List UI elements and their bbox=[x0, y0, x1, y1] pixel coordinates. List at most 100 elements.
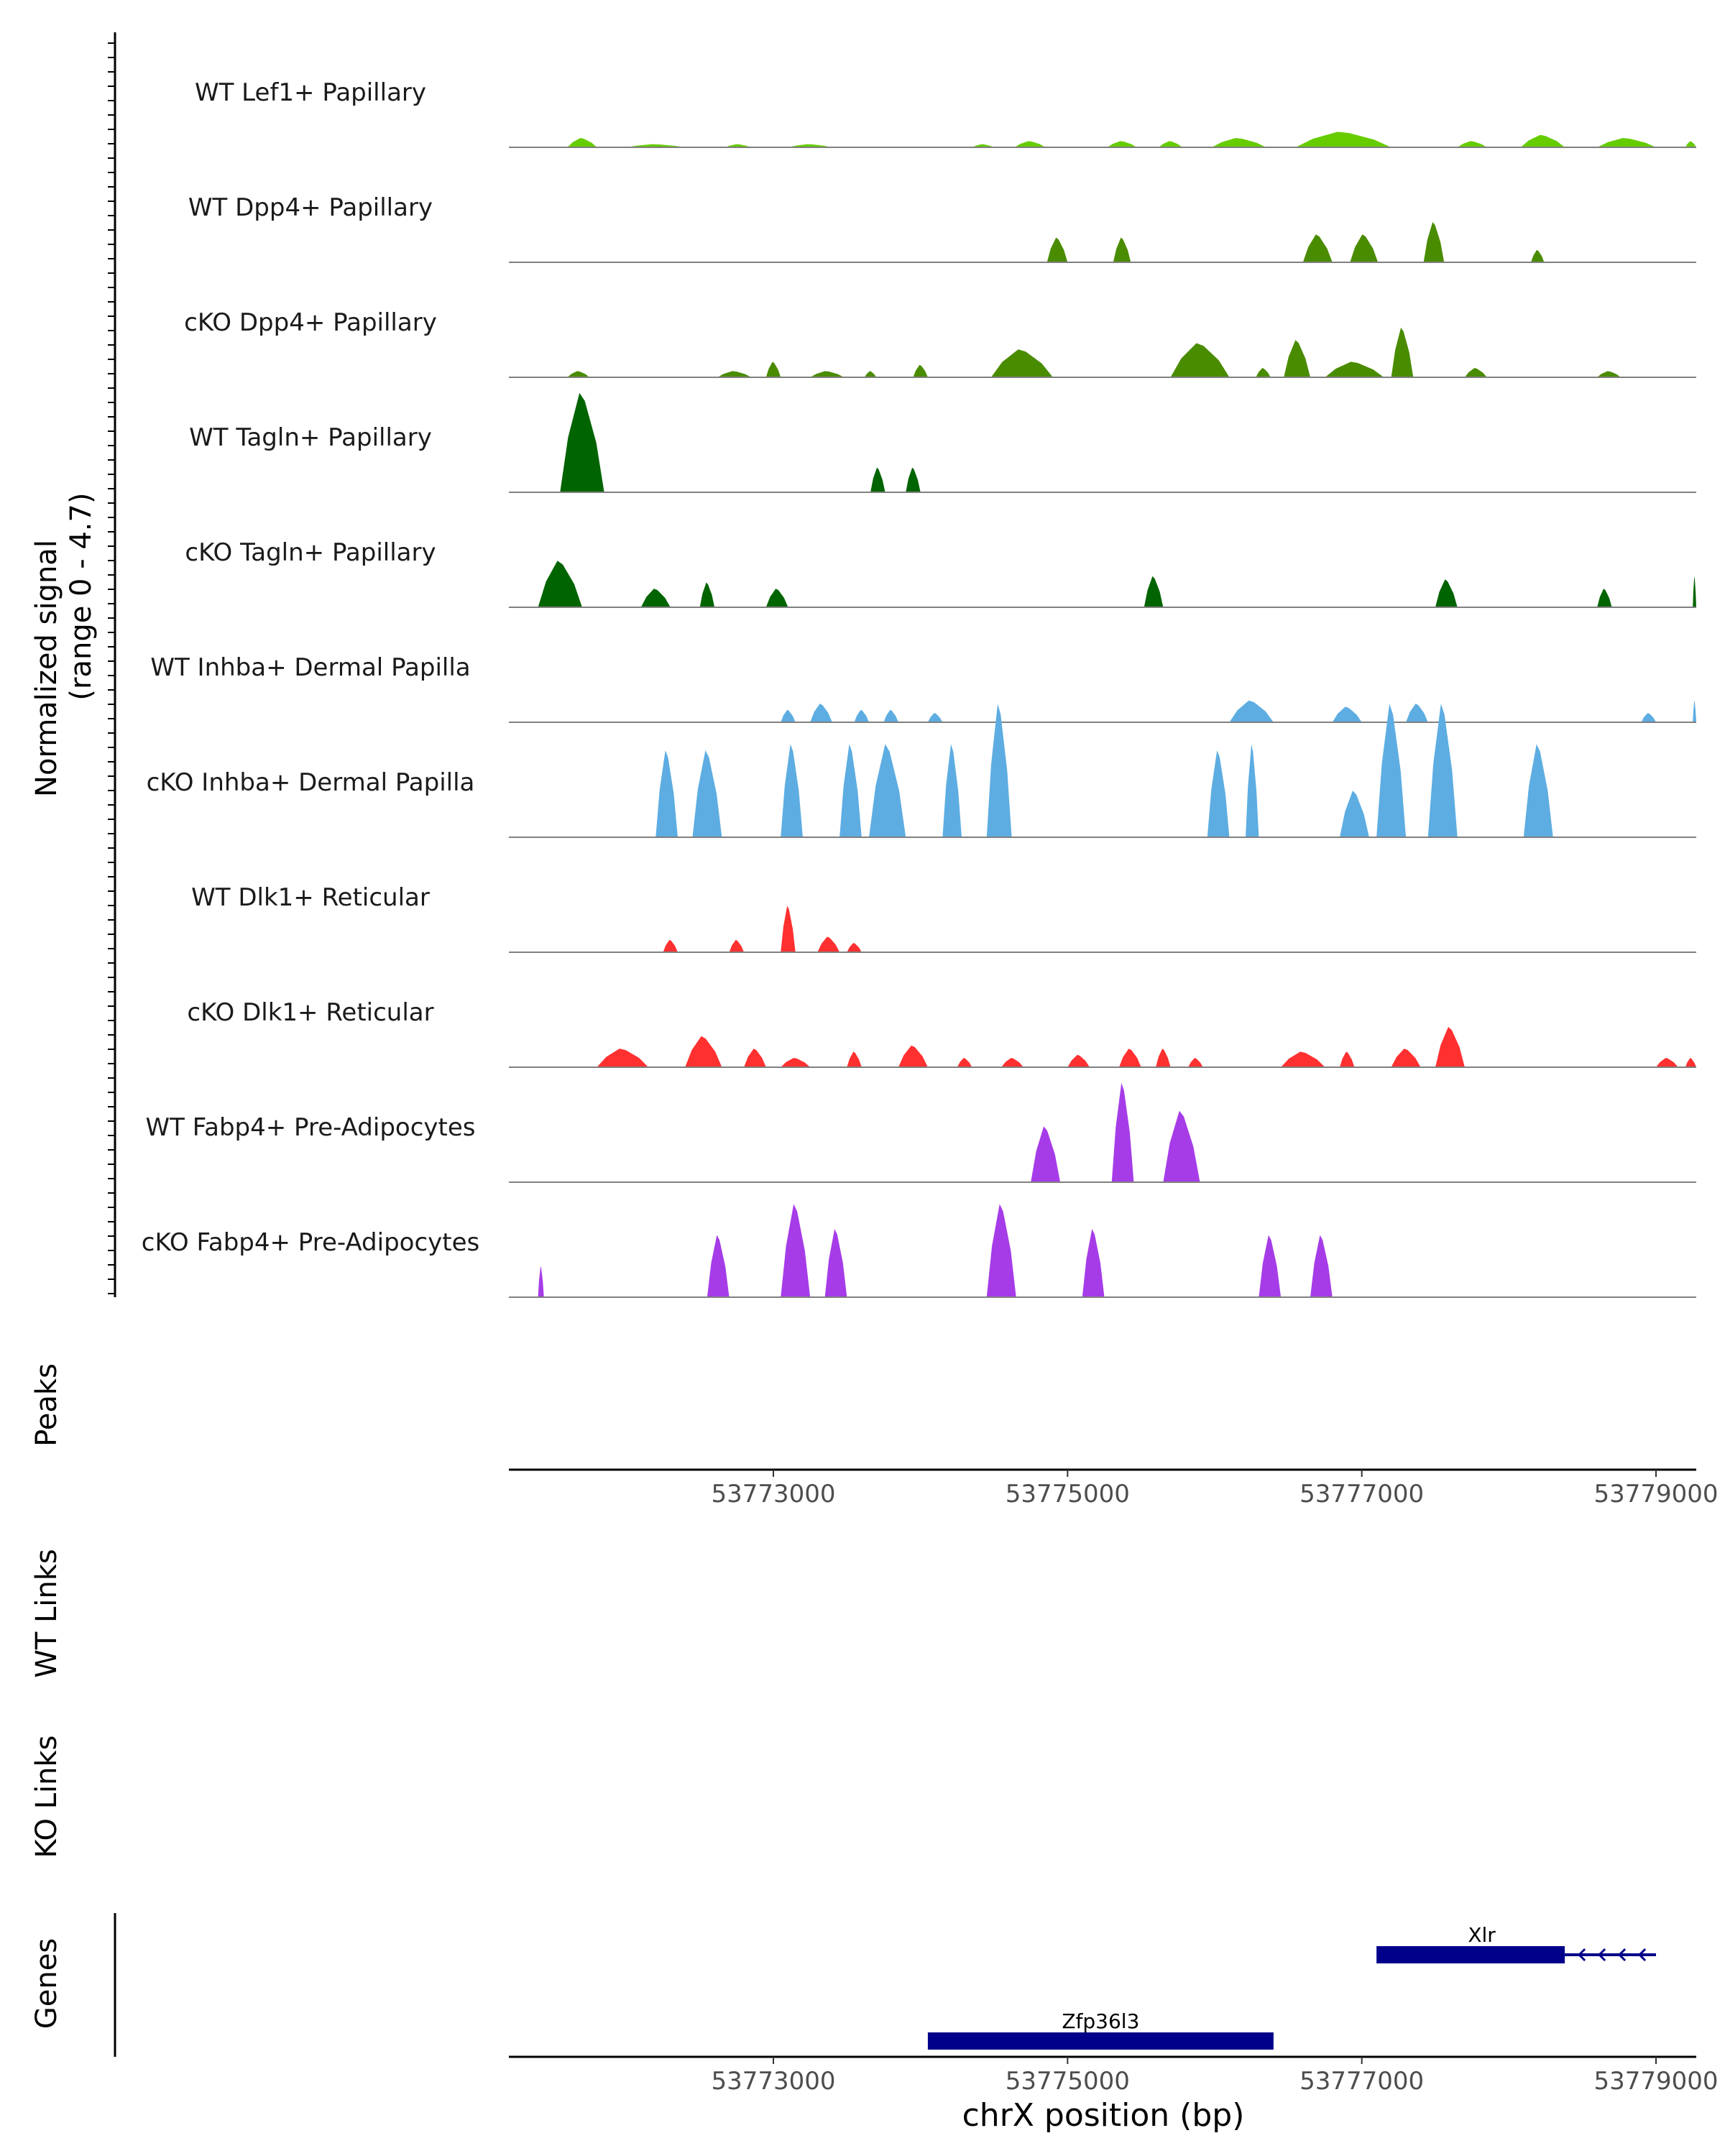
signal-peak bbox=[538, 561, 582, 607]
signal-peak bbox=[1046, 237, 1068, 262]
x-tick-label: 53777000 bbox=[1300, 2067, 1424, 2096]
signal-peak bbox=[1245, 744, 1259, 837]
signal-peak bbox=[1435, 1026, 1465, 1067]
signal-peak bbox=[957, 1058, 972, 1067]
signal-peak bbox=[1427, 704, 1458, 837]
signal-peak bbox=[1423, 221, 1445, 262]
signal-peak bbox=[810, 704, 832, 722]
x-axis-label: chrX position (bp) bbox=[962, 2097, 1245, 2134]
peaks-track-label: Peaks bbox=[30, 1363, 63, 1447]
strand-arrow bbox=[1597, 1948, 1606, 1962]
signal-peak bbox=[781, 906, 796, 952]
x-tick-label: 53775000 bbox=[1006, 1480, 1130, 1508]
signal-peak bbox=[870, 467, 886, 492]
signal-peak bbox=[1310, 1235, 1333, 1297]
signal-peak bbox=[626, 144, 686, 147]
signal-peak bbox=[656, 750, 678, 837]
x-tick-label: 53773000 bbox=[711, 1480, 835, 1508]
signal-peak bbox=[788, 144, 832, 147]
signal-peak bbox=[847, 1051, 862, 1067]
signal-peak bbox=[1464, 368, 1487, 377]
signal-peak bbox=[1597, 589, 1612, 607]
signal-peak bbox=[1693, 576, 1696, 607]
gene-exon bbox=[927, 2032, 1274, 2050]
track-label: WT Tagln+ Papillary bbox=[189, 423, 432, 452]
signal-peak bbox=[663, 939, 678, 952]
signal-peak bbox=[1259, 1235, 1282, 1297]
signal-peak bbox=[854, 709, 870, 722]
signal-peak bbox=[913, 364, 928, 377]
x-tick-label: 53777000 bbox=[1300, 1480, 1424, 1508]
signal-peak bbox=[1685, 1058, 1696, 1067]
signal-peak bbox=[765, 589, 788, 607]
signal-peak bbox=[1656, 1058, 1678, 1067]
signal-peak bbox=[1391, 327, 1414, 377]
strand-arrow bbox=[1617, 1948, 1627, 1962]
y-axis-label: Normalized signal bbox=[30, 540, 63, 797]
signal-peak bbox=[781, 1204, 811, 1297]
signal-peak bbox=[1406, 704, 1428, 722]
signal-peak bbox=[1302, 234, 1333, 262]
signal-peak bbox=[717, 371, 752, 377]
signal-peak bbox=[1111, 1082, 1134, 1182]
gene-models: Xlr Zfp36l3 bbox=[927, 1923, 1656, 2050]
x-axis-top: 53773000 53775000 53777000 53779000 bbox=[711, 1470, 1719, 1508]
signal-peak bbox=[597, 1049, 649, 1067]
signal-peak bbox=[869, 744, 906, 837]
y-axis-range-label: (range 0 - 4.7) bbox=[65, 492, 98, 700]
signal-peak bbox=[707, 1235, 730, 1297]
wt-links-label: WT Links bbox=[30, 1549, 63, 1677]
track-label: cKO Dpp4+ Papillary bbox=[184, 308, 437, 337]
signal-peak bbox=[765, 361, 781, 377]
track-label: cKO Dlk1+ Reticular bbox=[187, 998, 433, 1027]
signal-peak bbox=[567, 138, 597, 147]
signal-peak bbox=[685, 1036, 722, 1067]
signal-peak bbox=[1159, 141, 1182, 147]
signal-peak bbox=[1391, 1049, 1421, 1067]
signal-peak bbox=[1523, 744, 1553, 837]
signal-peak bbox=[1144, 576, 1164, 607]
signal-peak bbox=[781, 744, 803, 837]
signal-peak bbox=[1211, 138, 1266, 147]
signal-peak bbox=[1113, 237, 1131, 262]
signal-peak bbox=[906, 467, 921, 492]
signal-peak bbox=[1597, 138, 1656, 147]
genes-track-label: Genes bbox=[30, 1938, 63, 2029]
x-tick-label: 53775000 bbox=[1006, 2067, 1130, 2096]
signal-peak bbox=[1107, 141, 1137, 147]
signal-peak bbox=[986, 1204, 1016, 1297]
signal-peak bbox=[1325, 361, 1384, 377]
signal-peak bbox=[1693, 700, 1696, 722]
signal-peak bbox=[1207, 750, 1230, 837]
track-label: cKO Fabp4+ Pre-Adipocytes bbox=[142, 1228, 480, 1257]
x-tick-label: 53779000 bbox=[1593, 2067, 1718, 2096]
signal-peak bbox=[1339, 791, 1369, 837]
gene-label: Xlr bbox=[1468, 1923, 1496, 1947]
signal-peak bbox=[883, 709, 898, 722]
signal-peak bbox=[1597, 371, 1621, 377]
track-label: WT Dlk1+ Reticular bbox=[191, 883, 430, 912]
signal-tracks: WT Lef1+ Papillary WT Dpp4+ Papillary cKO … bbox=[142, 78, 1696, 1298]
track-label: WT Fabp4+ Pre-Adipocytes bbox=[146, 1113, 476, 1142]
signal-peak bbox=[810, 371, 845, 377]
signal-peak bbox=[1170, 343, 1230, 377]
signal-peak bbox=[1256, 368, 1271, 377]
signal-peak bbox=[1339, 1051, 1355, 1067]
track-label: WT Lef1+ Papillary bbox=[195, 78, 426, 107]
signal-peak bbox=[640, 589, 671, 607]
signal-peak bbox=[1457, 141, 1487, 147]
strand-arrow bbox=[1637, 1948, 1647, 1962]
signal-peak bbox=[560, 392, 604, 492]
signal-peak bbox=[898, 1045, 928, 1067]
strand-arrow bbox=[1577, 1948, 1586, 1962]
signal-peak bbox=[1284, 340, 1311, 377]
track-label: cKO Tagln+ Papillary bbox=[185, 538, 436, 567]
signal-peak bbox=[1163, 1110, 1200, 1182]
track-label: WT Dpp4+ Papillary bbox=[188, 193, 433, 222]
signal-peak bbox=[972, 144, 994, 147]
signal-peak bbox=[840, 744, 862, 837]
signal-y-ticks bbox=[108, 42, 115, 1294]
x-tick-label: 53773000 bbox=[711, 2067, 835, 2096]
signal-peak bbox=[781, 1058, 811, 1067]
